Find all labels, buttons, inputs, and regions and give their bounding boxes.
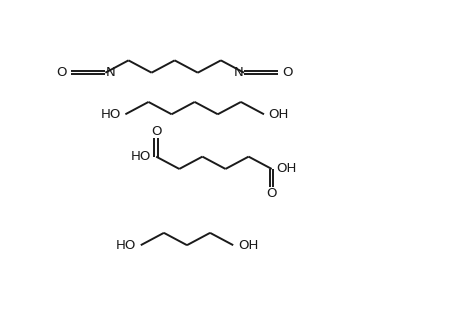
Text: O: O xyxy=(151,126,161,139)
Text: HO: HO xyxy=(100,108,120,121)
Text: O: O xyxy=(56,66,67,79)
Text: HO: HO xyxy=(115,239,136,252)
Text: OH: OH xyxy=(276,162,296,175)
Text: O: O xyxy=(266,187,276,200)
Text: O: O xyxy=(282,66,292,79)
Text: N: N xyxy=(106,66,115,79)
Text: OH: OH xyxy=(268,108,288,121)
Text: HO: HO xyxy=(131,150,151,163)
Text: N: N xyxy=(233,66,243,79)
Text: OH: OH xyxy=(237,239,258,252)
